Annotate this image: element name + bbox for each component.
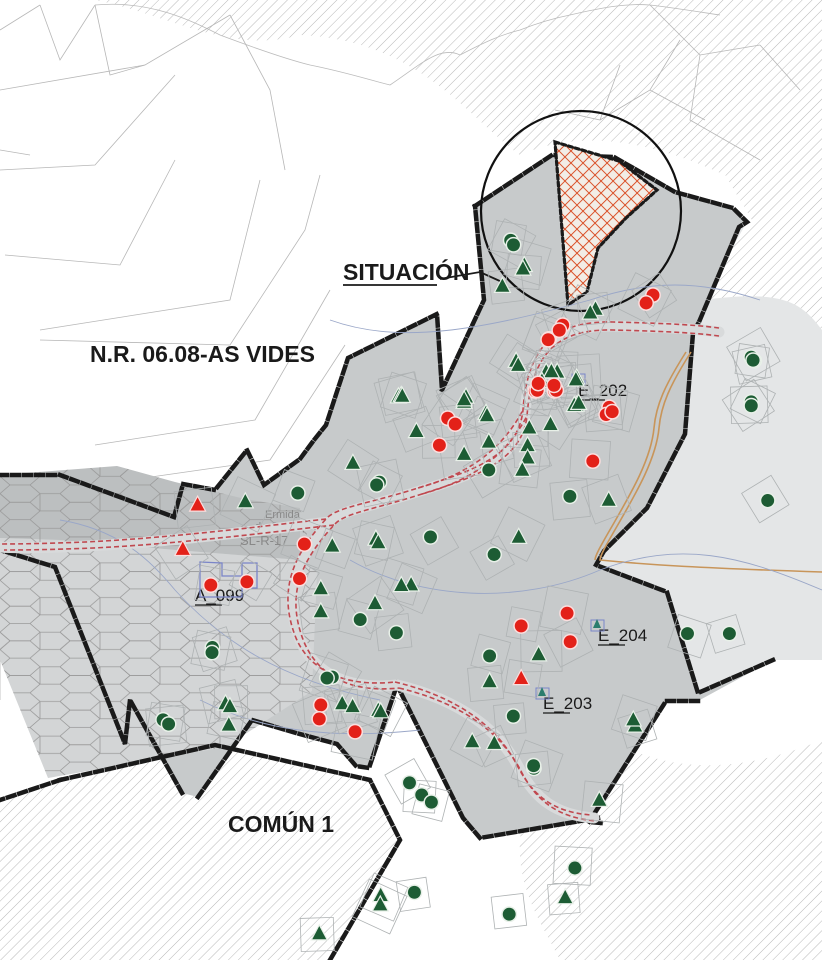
svg-text:E_203: E_203	[543, 694, 592, 713]
svg-text:SITUACIÓN: SITUACIÓN	[343, 258, 470, 285]
svg-text:Ermida: Ermida	[265, 509, 301, 521]
svg-text:COMÚN 1: COMÚN 1	[228, 810, 334, 837]
svg-text:E_204: E_204	[598, 626, 647, 645]
svg-text:N.R. 06.08-AS VIDES: N.R. 06.08-AS VIDES	[90, 341, 315, 367]
